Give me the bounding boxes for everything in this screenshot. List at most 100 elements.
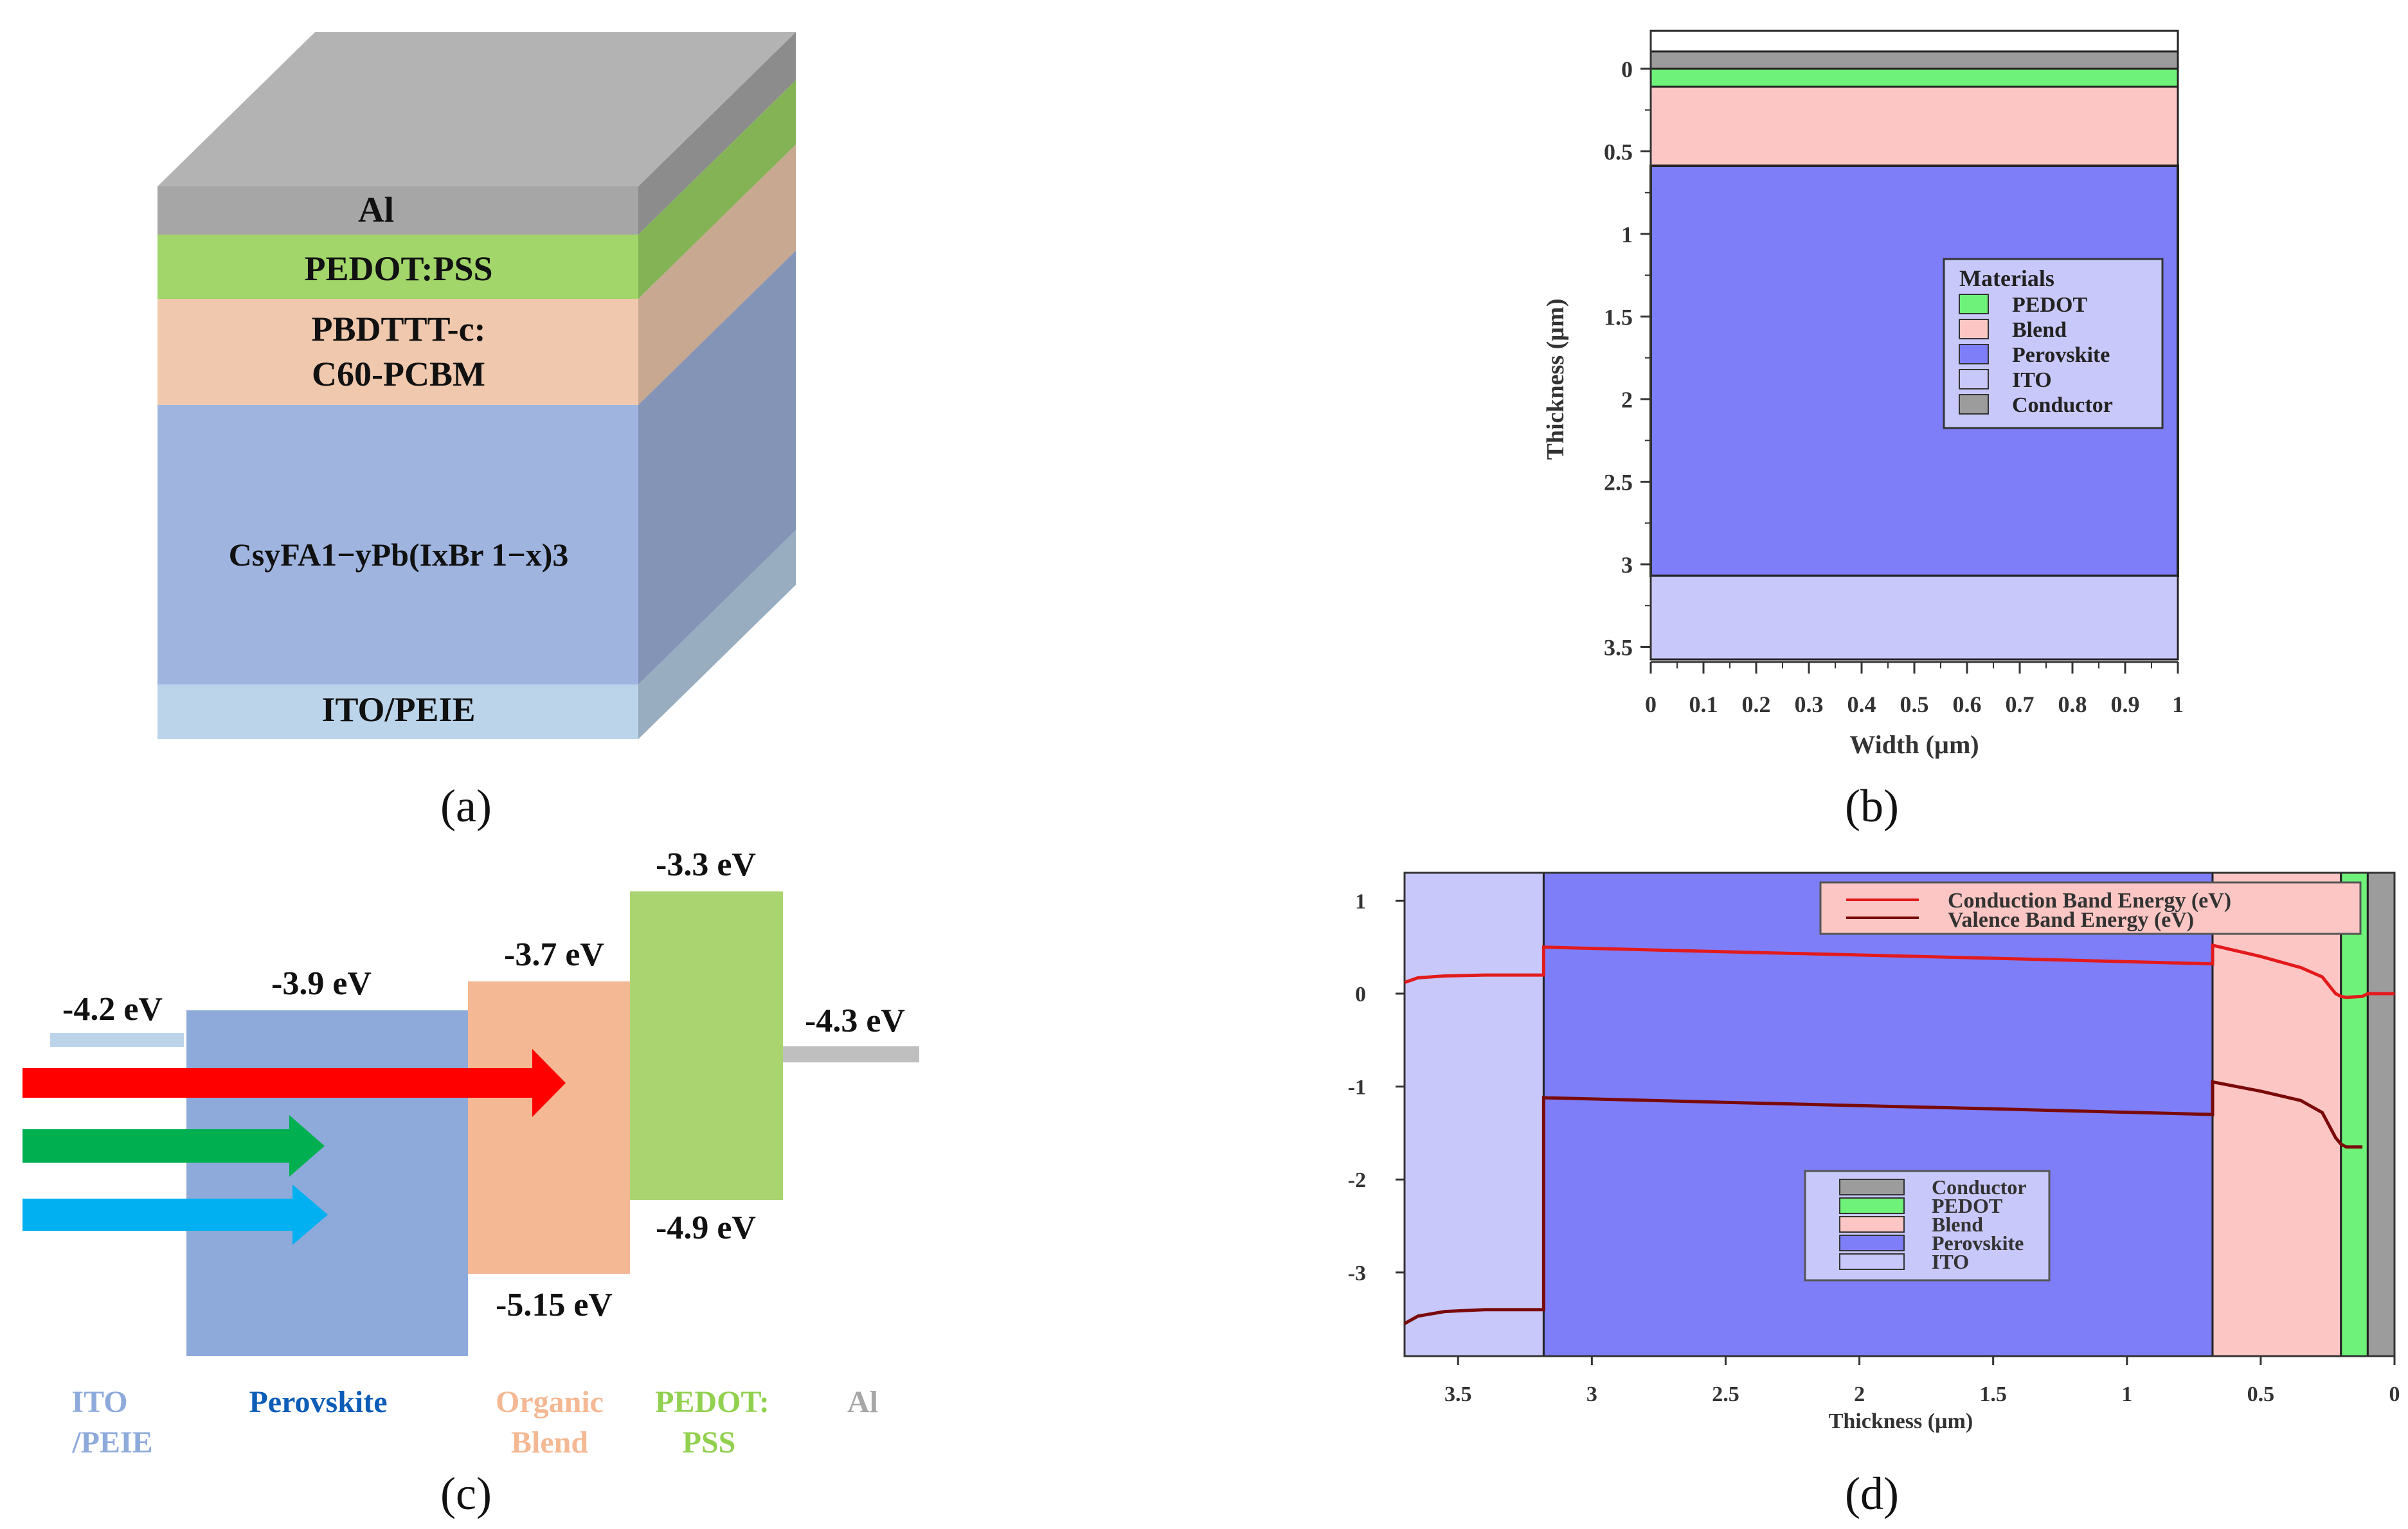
ito-label: ITO/PEIE [321, 690, 475, 729]
b-legend-label: Blend [2012, 318, 2067, 342]
b-x-tick-label: 0.2 [1742, 692, 1771, 717]
b-y-tick-label: 3.5 [1604, 635, 1633, 661]
d-x-tick-label: 1.5 [1979, 1382, 2007, 1406]
valence-band-line [1403, 1080, 2363, 1325]
ito-layer [157, 684, 638, 739]
panel-b-caption: (b) [1845, 780, 1899, 832]
b-legend-swatch [1959, 319, 1989, 339]
panel-b-y-axis: 0 0.5 1 1.5 2 2.5 3 3.5 [1604, 31, 1652, 661]
blend-material-label-2: Blend [511, 1426, 588, 1460]
d-y-tick-label: 0 [1355, 983, 1366, 1006]
panel-d-x-axis: 3.5 3 2.5 2 1.5 1 0.5 0 [1444, 1356, 2400, 1406]
blend-label-line1: PBDTTT-c: [311, 310, 485, 348]
panel-b-x-axis: 0 0.1 0.2 0.3 0.4 0.5 0.6 0.7 0.8 0.9 1 [1645, 661, 2184, 717]
panel-d-plot-frame [1403, 872, 2396, 1357]
perovskite-material-label: Perovskite [249, 1385, 387, 1419]
d-x-tick-label: 1 [2121, 1382, 2132, 1406]
b-legend-swatch [1959, 344, 1989, 364]
b-legend-label: ITO [2012, 368, 2052, 392]
conductor-top-white [1649, 30, 2179, 53]
blend-material-label-1: Organic [496, 1385, 604, 1419]
d-legend-label: Conductor [1932, 1176, 2027, 1199]
pedot-top-energy: -3.3 eV [656, 846, 756, 883]
blend-layer [157, 299, 638, 405]
d-region-ito [1403, 872, 1545, 1357]
b-legend-label: Conductor [2012, 393, 2113, 417]
d-x-tick-label: 0 [2389, 1382, 2400, 1406]
panel-b-y-label: Thickness (µm) [1542, 299, 1569, 460]
d-region-perovskite [1542, 872, 2214, 1357]
panel-a-caption: (a) [440, 780, 492, 832]
b-x-tick-label: 0.1 [1689, 692, 1718, 717]
b-legend-swatch [1959, 369, 1989, 389]
panel-c-caption: (c) [440, 1468, 492, 1519]
panel-a-stack-diagram: Al PEDOT:PSS PBDTTT-c: C60-PCBM CsyFA1−y… [157, 32, 796, 832]
b-x-tick-label: 0.7 [2006, 692, 2035, 717]
conduction-legend-label: Conduction Band Energy (eV) [1948, 889, 2231, 913]
perovskite-label: CsyFA1−yPb(IxBr 1−x)3 [229, 537, 569, 573]
pedot-label: PEDOT:PSS [304, 249, 492, 288]
ito-level-bar [50, 1033, 184, 1047]
panel-d-band-lines [1403, 943, 2395, 1325]
perovskite-side-face [638, 251, 796, 684]
panel-d-band-legend: Conduction Band Energy (eV) Valence Band… [1819, 881, 2362, 935]
d-region-conductor [2366, 872, 2396, 1357]
green-light-arrow [22, 1115, 325, 1177]
b-legend-swatch [1959, 294, 1989, 314]
b-x-tick-label: 0.6 [1953, 692, 1982, 717]
b-y-tick-label: 0 [1621, 57, 1633, 82]
b-y-tick-label: 2 [1621, 387, 1633, 413]
panel-c-energy-diagram: -4.2 eV -3.9 eV -3.7 eV -5.15 eV -3.3 eV… [22, 846, 919, 1519]
panel-b-structure-plot: 00.511.522.533.5 0 0.1 0.2 0.3 0.4 0.5 0.6 0.7 0… [1542, 30, 2184, 832]
ito-material-label-1: ITO [71, 1385, 127, 1419]
blend-bottom-energy: -5.15 eV [496, 1287, 613, 1323]
d-x-tick-label: 0.5 [2247, 1382, 2275, 1406]
blend-label-line2: C60-PCBM [312, 355, 485, 393]
b-x-tick-label: 0 [1645, 692, 1657, 717]
d-y-tick-label: 1 [1355, 890, 1366, 913]
pedot-layer [157, 235, 638, 299]
panel-d-x-label: Thickness (µm) [1829, 1409, 1973, 1433]
ito-side-face [638, 530, 796, 739]
conductor-region [1649, 50, 2179, 70]
d-legend-swatch [1839, 1253, 1905, 1270]
valence-legend-label: Valence Band Energy (eV) [1948, 908, 2194, 932]
blend-top-energy: -3.7 eV [504, 936, 604, 973]
d-legend-label: ITO [1932, 1250, 1969, 1273]
d-legend-swatch [1839, 1235, 1905, 1251]
d-legend-label: PEDOT [1932, 1194, 2002, 1217]
blend-block [468, 981, 630, 1274]
b-y-tick-label: 2.5 [1604, 470, 1633, 496]
b-y-tick-label: 1.5 [1604, 305, 1633, 330]
panel-d-y-axis: 1 0 -1 -2 -3 [1348, 890, 1405, 1285]
stack-top-face [157, 32, 796, 186]
pedot-block [630, 891, 783, 1200]
panel-d-material-regions [1403, 872, 2396, 1357]
b-legend-label: Perovskite [2012, 343, 2110, 367]
d-x-tick-label: 2.5 [1712, 1382, 1739, 1406]
d-legend-label: Perovskite [1932, 1231, 2024, 1255]
al-material-label: Al [847, 1385, 878, 1419]
pedot-material-label-1: PEDOT: [655, 1385, 769, 1419]
ito-region [1649, 575, 2179, 661]
blend-region [1649, 85, 2179, 167]
b-legend-swatch [1959, 394, 1989, 415]
d-x-tick-label: 2 [1854, 1382, 1865, 1406]
b-legend-label: PEDOT [2012, 293, 2087, 317]
b-x-tick-label: 0.3 [1795, 692, 1824, 717]
panel-d-band-diagram: 1 0 -1 -2 -3 3.5 3 2.5 2 1.5 1 0.5 0 Thickness (µm)… [1348, 872, 2400, 1519]
d-legend-swatch [1839, 1216, 1905, 1233]
ito-energy: -4.2 eV [62, 991, 163, 1028]
al-level-bar [783, 1046, 919, 1062]
b-x-tick-label: 0.8 [2058, 692, 2087, 717]
conduction-band-line [1404, 943, 2395, 999]
d-y-tick-label: -3 [1348, 1262, 1366, 1285]
al-side-face [638, 32, 796, 235]
d-legend-swatch [1839, 1179, 1905, 1195]
b-x-tick-label: 1 [2172, 692, 2184, 717]
perovskite-block [186, 1010, 468, 1356]
